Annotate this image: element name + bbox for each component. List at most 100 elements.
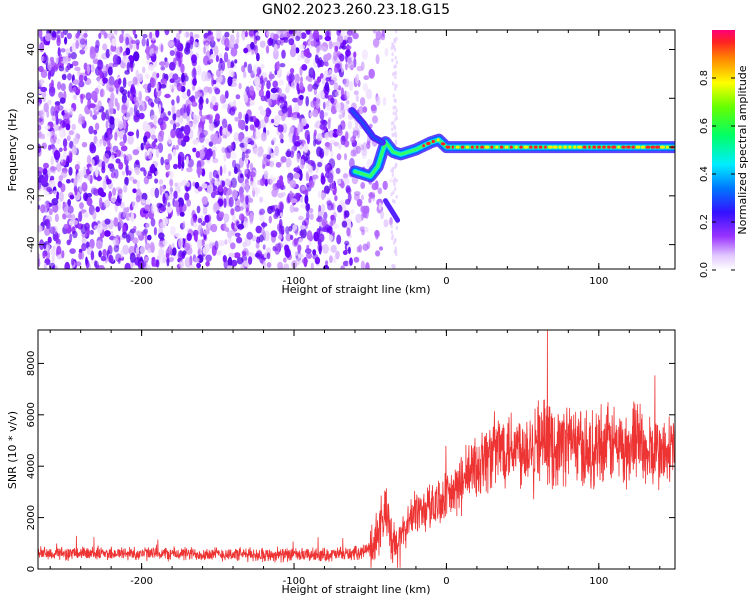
spectrogram-noise-cell: [89, 166, 94, 172]
spectrogram-noise-cell: [345, 91, 350, 100]
spectrogram-noise-cell: [64, 261, 70, 269]
spectrogram-noise-cell: [89, 49, 97, 60]
spectrogram-noise-cell: [51, 115, 57, 122]
spectrogram-noise-cell: [281, 225, 285, 235]
spectrogram-noise-cell: [310, 100, 317, 108]
spectrogram-noise-cell: [246, 231, 253, 240]
spectrogram-noise-cell: [78, 170, 85, 178]
spectrogram-noise-cell: [239, 188, 243, 199]
spectrogram-noise-cell: [391, 173, 395, 178]
spectrogram-noise-cell: [78, 252, 83, 260]
spectrogram-x-tick-label: 100: [589, 276, 608, 287]
spectrogram-noise-cell: [58, 65, 65, 72]
spectrogram-noise-cell: [241, 151, 245, 162]
spectrogram-noise-cell: [260, 222, 268, 228]
spectrogram-noise-cell: [145, 222, 151, 229]
spectrogram-noise-cell: [221, 180, 226, 188]
spectrogram-noise-cell: [273, 115, 280, 127]
spectrogram-noise-cell: [179, 205, 183, 214]
spectrogram-noise-cell: [316, 146, 323, 157]
spectrogram-noise-cell: [296, 112, 301, 119]
spectrogram-noise-cell: [293, 207, 299, 213]
spectrogram-noise-cell: [64, 112, 71, 120]
spectrogram-noise-cell: [119, 34, 124, 44]
spectrogram-noise-cell: [259, 215, 266, 222]
spectrogram-noise-cell: [164, 30, 170, 36]
spectrogram-noise-cell: [113, 244, 120, 253]
spectrogram-noise-cell: [174, 38, 181, 48]
spectrogram-noise-cell: [84, 30, 88, 33]
snr-y-ticks: 0 2000 4000 6000 8000: [26, 351, 675, 572]
spectrogram-noise-cell: [183, 32, 187, 37]
spectrogram-noise-cell: [310, 160, 316, 167]
spectrogram-noise-cell: [230, 177, 237, 189]
spectrogram-noise-cell: [223, 51, 229, 63]
spectrogram-noise-cell: [152, 32, 155, 42]
spectrogram-noise-cell: [360, 194, 365, 201]
spectrogram-noise-cell: [280, 156, 287, 163]
spectrogram-noise-cell: [312, 70, 316, 80]
spectrogram-noise-cell: [112, 187, 117, 197]
spectrogram-noise-cell: [271, 118, 275, 124]
spectrogram-noise-cell: [323, 112, 329, 117]
snr-x-tick-label: -200: [130, 576, 153, 587]
spectrogram-noise-cell: [60, 170, 68, 179]
spectrogram-noise-cell: [68, 107, 74, 115]
spectrogram-noise-cell: [52, 190, 57, 197]
spectrogram-noise-cell: [83, 75, 88, 82]
spectrogram-noise-cell: [207, 86, 213, 94]
spectrogram-noise-cell: [62, 55, 69, 65]
spectrogram-noise-cell: [243, 93, 249, 104]
spectrogram-noise-cell: [356, 198, 363, 207]
spectrogram-noise-cell: [208, 117, 213, 124]
spectrogram-noise-cell: [92, 210, 97, 220]
spectrogram-noise-cell: [101, 166, 106, 174]
spectrogram-noise-cell: [183, 124, 191, 136]
spectrogram-noise-cell: [249, 85, 255, 96]
spectrogram-noise-cell: [147, 83, 152, 93]
spectrogram-noise-cell: [136, 179, 141, 189]
spectrogram-noise-cell: [81, 243, 87, 252]
spectrogram-noise-cell: [166, 257, 170, 267]
spectrogram-noise-cell: [226, 230, 233, 239]
spectrogram-noise-cell: [355, 213, 362, 224]
spectrogram-noise-cell: [240, 263, 245, 269]
spectrogram-noise-cell: [175, 144, 179, 150]
spectrogram-noise-cell: [285, 233, 292, 242]
spectrogram-noise-cell: [147, 64, 155, 71]
spectrogram-noise-cell: [330, 97, 335, 104]
spectrogram-noise-cell: [353, 256, 360, 263]
spectrogram-noise-cell: [117, 188, 123, 194]
spectrogram-noise-cell: [279, 132, 284, 141]
spectrogram-noise-cell: [228, 196, 234, 208]
spectrogram-noise-cell: [213, 201, 220, 212]
spectrogram-noise-cell: [171, 99, 175, 106]
spectrogram-noise-cell: [191, 101, 198, 107]
spectrogram-noise-cell: [218, 211, 225, 219]
spectrogram-noise-cell: [243, 61, 248, 68]
spectrogram-noise-cell: [40, 109, 45, 120]
spectrogram-noise-cell: [394, 237, 397, 242]
spectrogram-noise-cell: [177, 137, 183, 146]
spectrogram-noise-cell: [113, 30, 118, 36]
spectrogram-noise-cell: [41, 142, 47, 150]
spectrogram-noise-cell: [211, 95, 217, 105]
spectrogram-noise-cell: [162, 217, 169, 226]
spectrogram-noise-cell: [138, 112, 145, 120]
spectrogram-noise-cell: [393, 249, 397, 254]
spectrogram-noise-cell: [210, 191, 216, 199]
spectrogram-ridge-peak: [445, 145, 451, 149]
spectrogram-noise-cell: [127, 134, 134, 145]
spectrogram-ridge-peak: [626, 145, 631, 149]
spectrogram-noise-cell: [151, 256, 156, 262]
spectrogram-noise-cell: [205, 50, 211, 61]
spectrogram-ridge-peak: [495, 145, 499, 149]
spectrogram-noise-cell: [259, 178, 266, 187]
spectrogram-noise-cell: [296, 82, 300, 92]
spectrogram-noise-cell: [99, 197, 103, 208]
spectrogram-noise-cell: [343, 177, 350, 186]
spectrogram-noise-cell: [332, 132, 338, 138]
spectrogram-noise-cell: [193, 217, 197, 223]
